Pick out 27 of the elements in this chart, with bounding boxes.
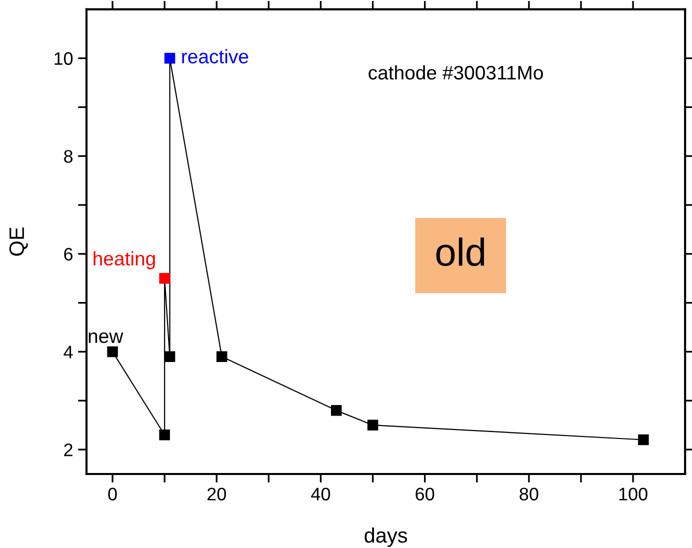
point [164,351,176,362]
y-tick-label: 4 [64,346,73,358]
annotation: new [88,332,124,344]
point [216,351,228,362]
y-tick-label: 10 [54,52,73,65]
annotation: reactive [182,49,248,64]
x-tick-label: 80 [520,488,538,500]
y-tick-label: 2 [64,443,72,456]
x-tick-label: 100 [619,488,648,500]
x-axis-title: days [364,527,408,547]
point [367,420,378,430]
annotation: cathode #300311Mo [368,65,543,80]
point [164,52,176,64]
x-tick-label: 60 [416,488,434,500]
y-axis-title: QE [9,228,28,256]
point [638,434,649,446]
annotation: old [436,237,484,266]
x-tick-label: 40 [311,488,330,500]
point [159,430,170,440]
point [330,405,342,416]
point [159,272,170,284]
point [107,346,118,358]
annotation: heating [94,251,155,270]
x-tick-label: 20 [207,488,226,500]
y-tick-label: 6 [64,248,73,261]
x-tick-label: 0 [108,488,117,500]
y-tick-label: 8 [64,150,73,163]
